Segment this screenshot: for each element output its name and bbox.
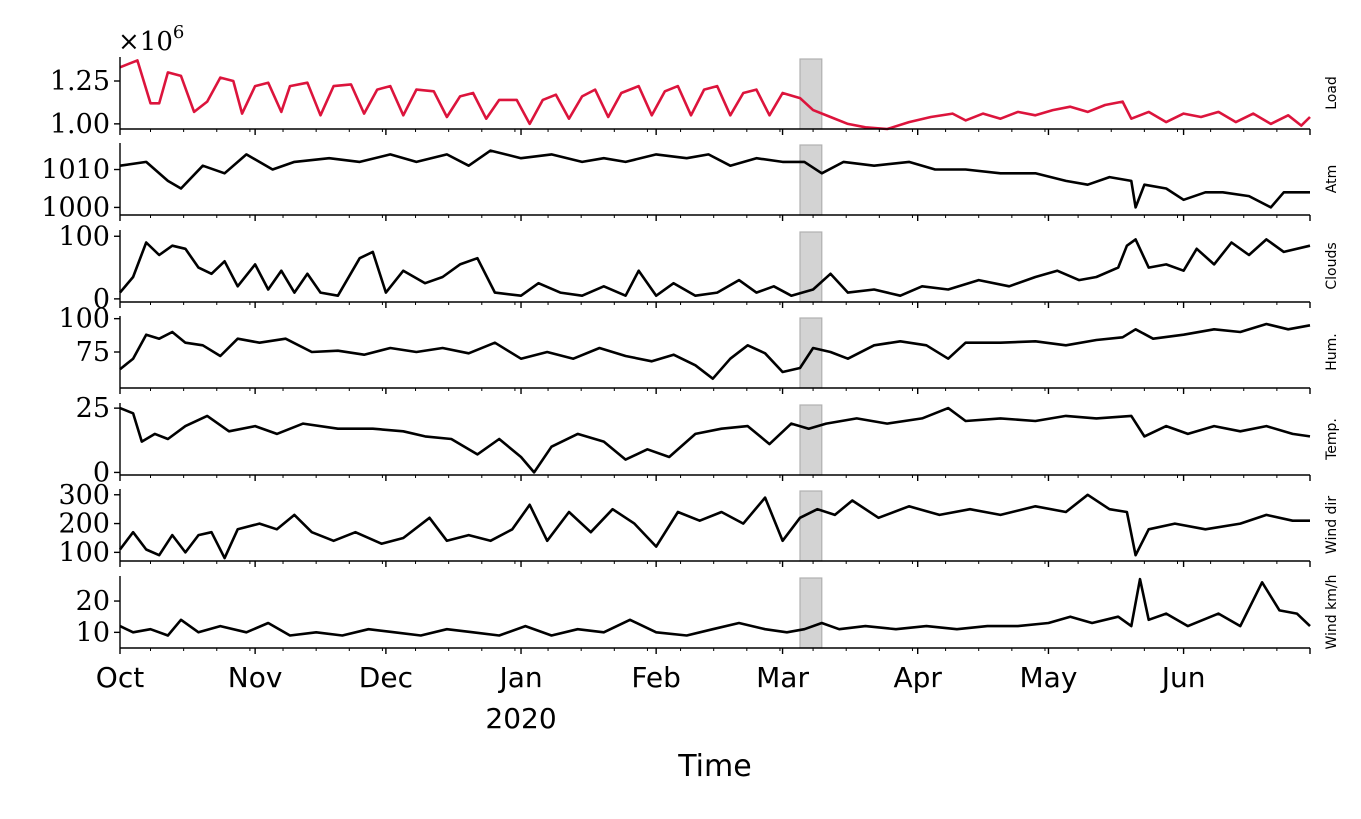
y-tick-label-wind-dir: 300 [58, 480, 110, 511]
panel-label-wind-km-h: Wind km/h [1324, 575, 1340, 650]
y-tick-label-wind-km-h: 20 [76, 586, 110, 617]
y-tick-label-load: 1.25 [50, 66, 110, 97]
series-line-atm [119, 149, 1310, 209]
highlight-span-load [799, 58, 823, 130]
y-tick-label-hum: 75 [76, 337, 110, 368]
x-tick-label-may: May [1020, 661, 1078, 694]
x-axis-title: Time [677, 749, 751, 784]
y-tick-label-atm: 1010 [41, 155, 110, 186]
series-line-temp [119, 406, 1311, 474]
offset-multiplier-label: ×106 [118, 22, 184, 57]
series-line-wind-km-h [119, 577, 1311, 637]
series-line-clouds [119, 238, 1311, 297]
series-line-wind-dir [118, 493, 1310, 560]
y-tick-label-hum: 100 [58, 304, 110, 335]
x-tick-label-mar: Mar [756, 661, 809, 694]
y-tick-label-load: 1.00 [50, 109, 110, 140]
x-tick-label-apr: Apr [893, 661, 942, 694]
panel-label-atm: Atm [1324, 165, 1340, 193]
y-tick-label-clouds: 0 [93, 284, 110, 315]
highlight-span-wind-dir [799, 490, 823, 562]
series-line-load [119, 59, 1311, 131]
panel-label-temp: Temp. [1324, 418, 1340, 461]
panel-label-wind-dir: Wind dir [1324, 496, 1340, 554]
x-tick-label-jan: Jan [497, 661, 542, 694]
x-tick-label-dec: Dec [359, 661, 413, 694]
highlight-span-temp [799, 404, 823, 476]
x-tick-label-nov: Nov [228, 661, 283, 694]
x-tick-sublabel-year: 2020 [485, 702, 556, 735]
x-tick-label-jun: Jun [1160, 661, 1206, 694]
y-tick-label-temp: 0 [93, 457, 110, 488]
highlight-span-wind-km-h [799, 577, 823, 649]
panel-label-clouds: Clouds [1324, 242, 1340, 289]
panel-label-hum: Hum. [1324, 333, 1340, 371]
highlight-span-atm [799, 144, 823, 216]
y-tick-label-clouds: 100 [58, 221, 110, 252]
x-tick-label-oct: Oct [96, 661, 144, 694]
y-tick-label-temp: 25 [76, 393, 110, 424]
y-tick-label-atm: 1000 [41, 192, 110, 223]
x-tick-label-feb: Feb [631, 661, 681, 694]
y-tick-label-wind-dir: 200 [58, 509, 110, 540]
series-line-hum [119, 322, 1311, 380]
y-tick-label-wind-dir: 100 [58, 537, 110, 568]
panel-label-load: Load [1324, 76, 1340, 110]
y-tick-label-wind-km-h: 10 [76, 617, 110, 648]
